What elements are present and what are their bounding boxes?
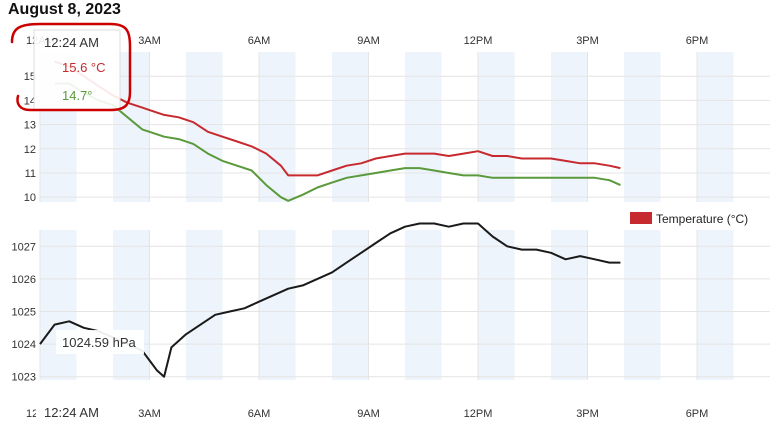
hour-band — [551, 230, 588, 380]
hand-drawn-annotation — [10, 22, 132, 112]
y-tick-label: 13 — [24, 120, 36, 132]
tooltip-bottom-time: 12:24 AM — [44, 405, 99, 420]
page-title: August 8, 2023 — [8, 1, 121, 18]
hour-band — [478, 52, 515, 202]
y-tick-label: 1025 — [12, 307, 36, 319]
hour-band — [332, 230, 369, 380]
y-tick-label: 10 — [24, 192, 36, 204]
legend-label-temperature[interactable]: Temperature (°C) — [656, 212, 748, 226]
hour-band — [405, 52, 442, 202]
y-tick-label: 1026 — [12, 274, 36, 286]
y-tick-label: 14 — [24, 95, 36, 107]
x-tick-label: 9AM — [357, 35, 380, 47]
x-tick-label: 6AM — [248, 408, 271, 420]
tooltip-top-box — [33, 29, 121, 111]
tooltip-bottom: 1024.59 hPa 12:24 AM — [36, 330, 144, 420]
chart-legend[interactable]: Temperature (°C) — [630, 212, 748, 226]
tooltip-top-temperature: 15.6 °C — [62, 60, 106, 75]
hour-band — [697, 52, 734, 202]
axis-labels: 10111213141512AM3AM6AM9AM12PM3PM6PM10231… — [12, 35, 709, 420]
legend-swatch-temperature[interactable] — [630, 212, 652, 224]
y-tick-label: 1027 — [12, 241, 36, 253]
x-tick-label: 12PM — [464, 35, 493, 47]
tooltip-top-dew-point: 14.7° — [62, 88, 93, 103]
hour-band — [186, 230, 223, 380]
hour-band — [697, 230, 734, 380]
tooltip-bottom-pressure: 1024.59 hPa — [62, 335, 137, 350]
hour-band — [405, 230, 442, 380]
y-tick-label: 12 — [24, 144, 36, 156]
tooltip-top: 12:24 AM 15.6 °C 14.7° — [33, 29, 121, 111]
hour-band — [551, 52, 588, 202]
x-tick-label: 6AM — [248, 35, 271, 47]
x-tick-label: 9AM — [357, 408, 380, 420]
tooltip-top-time: 12:24 AM — [44, 35, 99, 50]
hour-band — [624, 52, 661, 202]
time-bands — [40, 52, 734, 380]
hour-band — [478, 230, 515, 380]
x-tick-label: 3AM — [138, 35, 161, 47]
y-tick-label: 15 — [24, 71, 36, 83]
hour-band — [332, 52, 369, 202]
x-tick-label: 3AM — [138, 408, 161, 420]
y-tick-label: 11 — [25, 168, 36, 180]
hour-band — [259, 230, 296, 380]
y-tick-label: 1023 — [12, 372, 36, 384]
x-tick-label: 3PM — [576, 35, 599, 47]
x-tick-label: 3PM — [576, 408, 599, 420]
x-tick-label: 6PM — [686, 35, 709, 47]
hour-band — [624, 230, 661, 380]
x-tick-label: 12PM — [464, 408, 493, 420]
hour-band — [113, 230, 150, 380]
tooltip-bottom-time-box — [36, 403, 108, 419]
y-tick-label: 1024 — [12, 339, 36, 351]
hour-band — [40, 230, 77, 380]
grid-lines — [39, 52, 770, 380]
x-tick-label: 6PM — [686, 408, 709, 420]
tooltip-bottom-box — [56, 330, 144, 354]
hour-band — [186, 52, 223, 202]
hour-band — [259, 52, 296, 202]
